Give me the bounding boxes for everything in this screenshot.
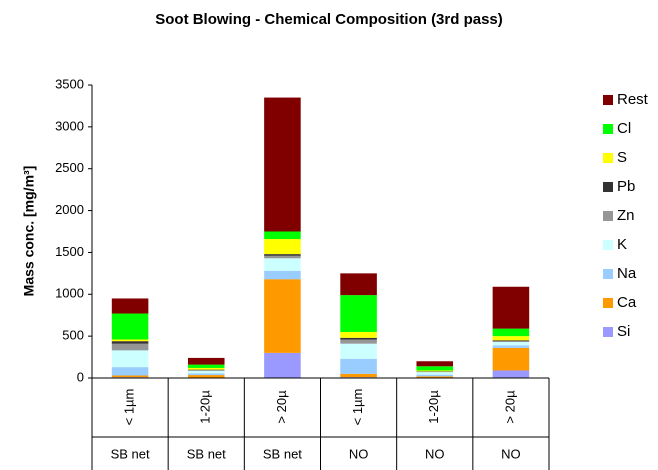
x-group-label: SB net [187,446,226,461]
bar-segment [111,341,149,344]
bar-segment [187,370,225,374]
x-tick-label: < 1µm [350,389,365,426]
bar-segment [340,358,377,374]
bar-segment [187,370,225,371]
bar-segment [264,97,301,232]
bar-segment [340,373,377,378]
legend-label: Ca [617,294,637,311]
bar-segment [416,376,454,378]
legend-swatch [603,211,613,221]
legend-swatch [603,327,613,337]
y-tick-label: 1500 [55,244,84,259]
x-tick-label: > 20µ [274,390,289,424]
legend-swatch [603,182,613,192]
bar-segment [340,273,377,296]
y-tick-label: 2000 [55,202,84,217]
bar-segment [264,255,301,259]
legend-label: Zn [617,207,635,224]
x-tick-label: > 20µ [502,390,517,424]
bar-segment [416,372,454,375]
bar-segment [111,367,149,376]
bar-segment [492,370,530,378]
y-tick-label: 3500 [55,76,84,91]
y-tick-label: 500 [62,328,84,343]
bar-segment [416,370,454,372]
y-tick-label: 0 [77,369,84,384]
bar-segment [416,361,454,367]
bar-segment [111,350,149,368]
bar-segment [187,373,225,376]
y-axis-label: Mass conc. [mg/m³] [21,166,37,297]
legend-swatch [603,153,613,163]
bar-segment [340,339,377,344]
bar-segment [340,331,377,338]
bar-segment [187,364,225,368]
bar-segment [492,345,530,348]
legend-swatch [603,298,613,308]
x-tick-label: < 1µm [122,389,137,426]
bar-segment [416,374,454,377]
bar-segment [111,298,149,314]
bar-segment [492,328,530,337]
x-tick-label: 1-20µ [198,390,213,424]
bar-segment [264,231,301,240]
y-tick-label: 2500 [55,160,84,175]
legend-label: K [617,236,627,253]
y-tick-label: 1000 [55,286,84,301]
bar-segment [416,366,454,371]
bar-segment [111,339,149,342]
x-group-label: NO [501,446,521,461]
bar-segment [264,279,301,353]
bar-segment [340,343,377,359]
legend-swatch [603,124,613,134]
x-tick-label: 1-20µ [426,390,441,424]
bar-segment [111,375,149,378]
bar-segment [340,337,377,340]
x-group-label: NO [349,446,369,461]
x-group-label: NO [425,446,445,461]
bar-segment [187,375,225,378]
legend-swatch [603,269,613,279]
bar-segment [264,352,301,378]
legend-swatch [603,240,613,250]
chart-title: Soot Blowing - Chemical Composition (3rd… [155,11,503,28]
legend-label: Na [617,265,637,282]
bar-segment [492,340,530,342]
legend-swatch [603,95,613,105]
bar-segment [492,347,530,371]
bar-segment [264,254,301,256]
bar-segment [111,343,149,351]
bar-segment [492,336,530,341]
bar-segment [264,258,301,271]
bar-segment [187,367,225,370]
legend-label: Cl [617,120,631,137]
legend-label: Rest [617,91,649,108]
bar-segment [492,286,530,329]
legend-label: Pb [617,178,635,195]
x-group-label: SB net [263,446,302,461]
bar-segment [264,270,301,280]
y-tick-label: 3000 [55,118,84,133]
legend-label: Si [617,323,630,340]
x-group-label: SB net [111,446,150,461]
bar-segment [492,342,530,346]
bar-segment [492,341,530,343]
bar-segment [264,239,301,255]
legend-label: S [617,149,627,166]
bar-segment [340,295,377,332]
bar-segment [111,313,149,340]
bar-segment [187,357,225,365]
